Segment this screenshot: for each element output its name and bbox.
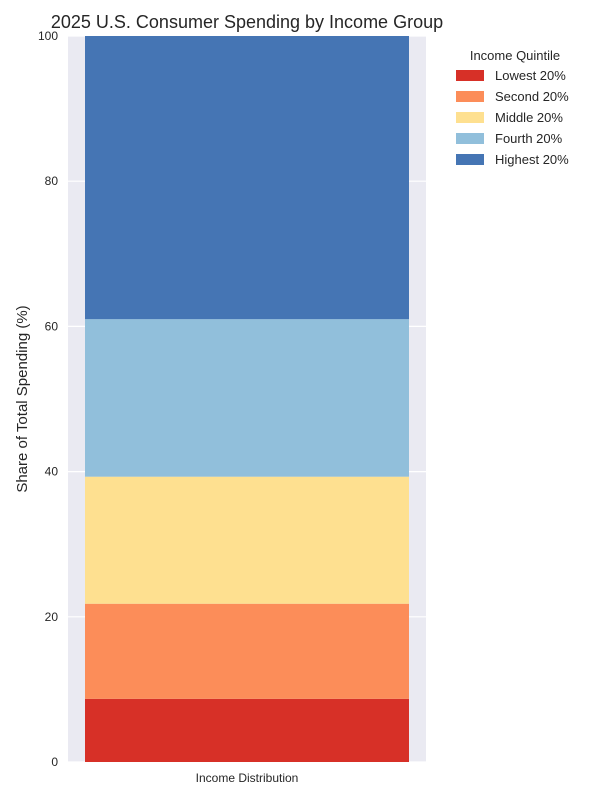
bar-segment-middle-20: [85, 476, 409, 604]
legend-swatch: [456, 112, 484, 123]
y-tick-label: 60: [45, 319, 59, 333]
bar-segment-fourth-20: [85, 319, 409, 477]
legend-swatch: [456, 91, 484, 102]
y-tick-label: 100: [38, 29, 58, 43]
x-tick-label: Income Distribution: [196, 771, 299, 785]
chart-title: 2025 U.S. Consumer Spending by Income Gr…: [51, 12, 443, 32]
legend-label: Fourth 20%: [495, 131, 563, 146]
y-tick-label: 20: [45, 610, 59, 624]
y-tick-labels: 0 20 40 60 80 100: [38, 29, 58, 769]
legend-label: Middle 20%: [495, 110, 563, 125]
legend-swatch: [456, 154, 484, 165]
legend: Income Quintile Lowest 20% Second 20% Midd…: [456, 48, 569, 167]
y-tick-label: 80: [45, 174, 59, 188]
legend-title: Income Quintile: [470, 48, 560, 63]
bar-segment-highest-20: [85, 36, 409, 320]
legend-items: Lowest 20% Second 20% Middle 20% Fourth 20%…: [456, 68, 569, 167]
legend-label: Lowest 20%: [495, 68, 566, 83]
legend-swatch: [456, 70, 484, 81]
y-tick-label: 40: [45, 465, 59, 479]
y-tick-label: 0: [51, 755, 58, 769]
y-axis-label: Share of Total Spending (%): [14, 305, 31, 492]
bar-segment-second-20: [85, 603, 409, 699]
legend-label: Highest 20%: [495, 152, 569, 167]
bar-segment-lowest-20: [85, 698, 409, 762]
legend-label: Second 20%: [495, 89, 569, 104]
bar-segments: [85, 36, 409, 762]
legend-swatch: [456, 133, 484, 144]
